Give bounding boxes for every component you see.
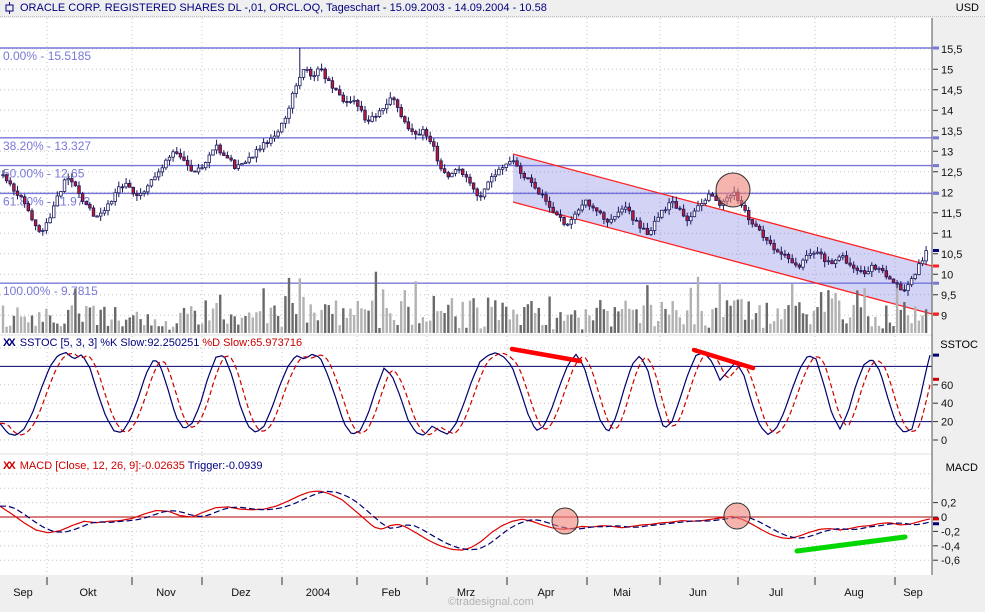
fib-level-label: 0.00% - 15.5185 [3,49,91,63]
axis-value-marker [933,164,939,168]
axis-tick-label: 9 [941,310,947,322]
candlestick-series[interactable] [1,48,928,296]
fib-level-label: 38.20% - 13.327 [3,139,91,153]
axis-value-marker [933,46,939,50]
month-label: Sep [13,587,33,599]
macd-trigger-value: Trigger:-0.0939 [187,460,263,472]
axis-tick-label: -0,4 [941,541,960,553]
title-bar: ORACLE CORP. REGISTERED SHARES DL -,01, … [0,0,985,17]
axis-tick-label: 0 [941,512,947,524]
axis-value-marker [933,517,939,521]
macd-indicator-icon: XX [3,460,16,472]
axis-tick-label: 12,5 [941,167,962,179]
tradesignal-watermark: ©tradesignal.com [448,596,534,608]
time-axis: Sep Okt Nov Dez 2004 Feb Mrz Apr Mai Jun Jul Aug Sep [13,577,923,599]
volume-series[interactable] [1,271,928,333]
sstoc-k-line[interactable] [0,351,931,436]
sstoc-trendline-annotation[interactable] [509,346,583,364]
sstoc-d-value: %D Slow:65.973716 [202,337,303,349]
axis-tick-label: -0,2 [941,526,960,538]
axis-value-marker [933,264,939,268]
axis-tick-label: 20 [941,417,953,429]
sstoc-header[interactable]: XX SSTOC [5, 3, 3] %K Slow:92.250251 %D … [3,337,302,349]
macd-header[interactable]: XX MACD [Close, 12, 26, 9]:-0.02635 Trig… [3,460,263,472]
axis-tick-label: 9,5 [941,290,956,302]
month-label: Mrz [457,587,475,599]
month-label: 2004 [306,587,330,599]
axis-tick-label: 14,5 [941,85,962,97]
currency-label: USD [955,2,979,14]
circle-annotation[interactable] [715,172,751,208]
fib-level-label: 50.00% - 12.65 [3,167,85,181]
axis-tick-label: 14 [941,105,953,117]
fibonacci-retracement[interactable]: 0.00% - 15.5185 38.20% - 13.327 50.00% - 1… [0,47,932,298]
circle-annotation[interactable] [723,502,751,530]
axis-tick-label: 15 [941,64,953,76]
axis-tick-label: 0,2 [941,498,956,510]
month-label: Sep [903,587,923,599]
sstoc-trendline-annotation[interactable] [691,347,756,371]
axis-tick-label: 15,5 [941,44,962,56]
axis-tick-label: 11,5 [941,208,962,220]
fib-level-label: 100.00% - 9.7815 [3,284,98,298]
axis-value-marker [933,353,939,357]
sstoc-axis-label: SSTOC [940,339,978,351]
sstoc-plot[interactable] [0,346,932,436]
axis-tick-label: 40 [941,398,953,410]
month-label: Mai [613,587,631,599]
axis-tick-label: -0,6 [941,555,960,567]
chart-title: ORACLE CORP. REGISTERED SHARES DL -,01, … [20,2,547,14]
month-label: Aug [844,587,864,599]
right-axis: 15,5 15 14,5 14 13,5 13 12,5 12 11,5 11 10,5 10 9,5 9… [931,18,962,575]
axis-value-marker [933,191,939,195]
circle-annotation[interactable] [551,507,579,535]
axis-tick-label: 13,5 [941,126,962,138]
sstoc-indicator-icon: XX [3,337,16,349]
axis-tick-label: 0 [941,435,947,447]
month-label: Feb [382,587,401,599]
month-label: Nov [156,587,176,599]
axis-value-marker [933,312,939,316]
axis-value-marker [933,522,939,526]
month-label: Okt [79,587,96,599]
plot-backgrounds [0,18,932,575]
axis-tick-label: 11 [941,228,952,240]
macd-trendline-annotation[interactable] [794,534,908,554]
axis-value-marker [933,136,939,140]
fib-level-label: 61.80% - 11.973 [3,194,91,208]
axis-tick-label: 13 [941,146,953,158]
macd-trigger-line[interactable] [0,490,931,551]
candlestick-icon [5,2,14,14]
trend-channel-annotation[interactable] [512,153,933,315]
month-label: Dez [231,587,251,599]
axis-tick-label: 10 [941,269,953,281]
sstoc-k-value: SSTOC [5, 3, 3] %K Slow:92.250251 [19,337,200,349]
month-label: Jun [689,587,707,599]
axis-value-marker [933,377,939,381]
macd-plot[interactable] [0,490,932,554]
axis-value-marker [933,248,939,252]
month-label: Apr [537,587,554,599]
axis-tick-label: 12 [941,187,953,199]
macd-axis-label: MACD [945,462,978,474]
macd-value: MACD [Close, 12, 26, 9]:-0.02635 [19,460,185,472]
axis-tick-label: 60 [941,380,953,392]
axis-value-marker [933,281,939,285]
sstoc-d-line[interactable] [0,352,931,436]
axis-tick-label: 10,5 [941,249,962,261]
month-label: Jul [769,587,783,599]
